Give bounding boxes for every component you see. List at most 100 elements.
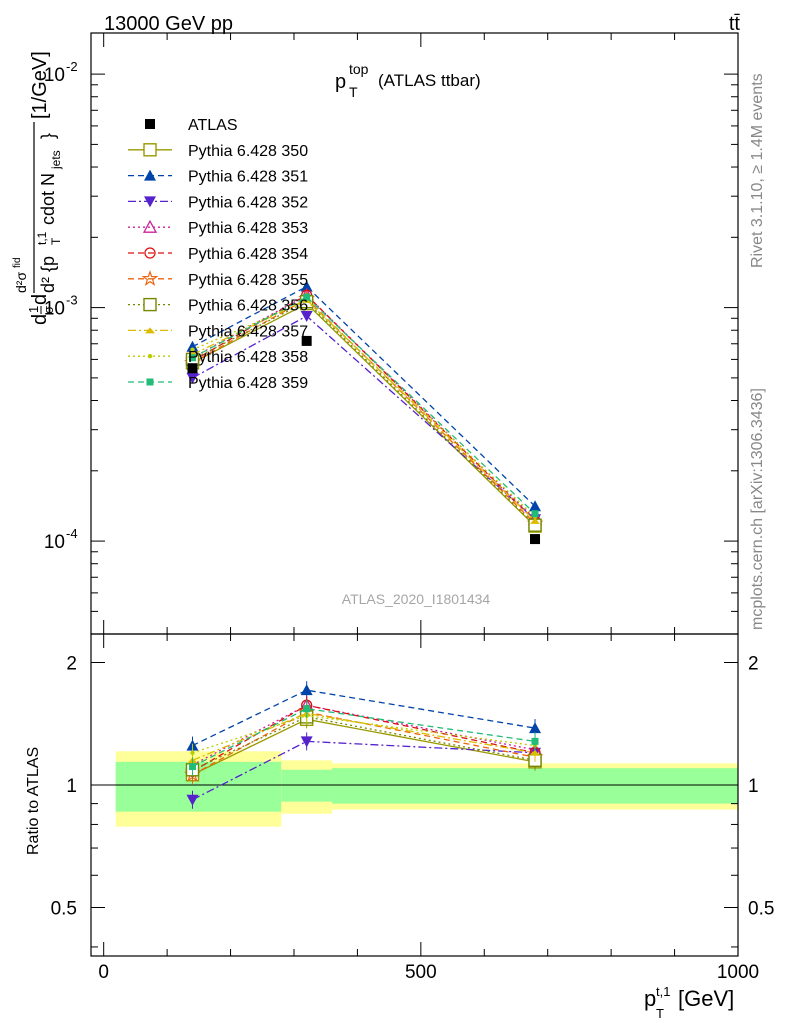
y-tick-label: 10 — [44, 532, 65, 553]
main-series-point — [186, 372, 199, 384]
plot-title-rest: (ATLAS ttbar) — [378, 71, 481, 90]
svg-text:p: p — [644, 986, 656, 1011]
legend-label: Pythia 6.428 352 — [188, 194, 308, 211]
analysis-id: ATLAS_2020_I1801434 — [342, 591, 491, 607]
legend-marker — [142, 219, 158, 233]
legend-marker — [145, 327, 155, 334]
main-series-point — [531, 510, 539, 518]
ratio-y-tick-label-right: 0.5 — [748, 898, 774, 919]
legend-marker — [141, 269, 159, 286]
plot-title-sub: T — [349, 84, 358, 100]
x-tick-label: 500 — [405, 962, 437, 983]
legend-label: ATLAS — [188, 117, 238, 134]
svg-text:σ: σ — [41, 306, 56, 314]
svg-text:d: d — [29, 314, 51, 325]
data-point — [530, 534, 541, 545]
main-series-line — [192, 296, 536, 515]
mcplots-label: mcplots.cern.ch [arXiv:1306.3436] — [749, 388, 766, 630]
ratio-y-tick-label: 1 — [66, 776, 77, 797]
svg-text:t,1: t,1 — [35, 231, 49, 245]
svg-text:}: } — [38, 133, 58, 139]
plot-title-main: p — [335, 71, 346, 93]
uncertainty-band-inner — [281, 769, 333, 802]
plot-title: p — [335, 71, 346, 93]
main-series-point — [188, 354, 196, 362]
rivet-label: Rivet 3.1.10, ≥ 1.4M events — [749, 73, 766, 268]
legend-marker — [144, 196, 156, 208]
main-axes: 10-410-310-2 — [44, 33, 739, 635]
y-tick-label: 10 — [44, 65, 65, 86]
x-tick-label: 1000 — [717, 962, 759, 983]
legend-label: Pythia 6.428 359 — [188, 375, 308, 392]
ratio-series-point — [188, 763, 196, 771]
ratio-series-point — [531, 737, 539, 745]
legend-label: Pythia 6.428 358 — [188, 349, 308, 366]
main-ylabel: d 1 σ d d²σ fid d² {p t,1 T cdot N jets … — [12, 51, 63, 325]
main-plot-content — [184, 280, 544, 545]
legend-label: Pythia 6.428 353 — [188, 220, 308, 237]
legend: ATLAS Pythia 6.428 350 Pythia 6.428 351 Pyt… — [128, 117, 308, 392]
ratio-y-tick-label: 0.5 — [51, 898, 77, 919]
ratio-series-point — [300, 736, 313, 748]
ratio-axes: 0.5 0.5 1 1 2 2 0 500 1000 — [51, 634, 774, 983]
svg-text:cdot N: cdot N — [38, 173, 58, 225]
svg-text:d²σ: d²σ — [13, 272, 29, 293]
main-series-line — [192, 299, 536, 518]
ratio-series-point — [186, 794, 199, 806]
ratio-series-point — [529, 722, 542, 734]
y-tick-label: 10 — [44, 299, 65, 320]
legend-marker — [144, 247, 156, 259]
legend-label: Pythia 6.428 355 — [188, 272, 308, 289]
main-series-line — [192, 315, 536, 520]
legend-label: Pythia 6.428 357 — [188, 323, 308, 340]
ratio-plot: 0.5 0.5 1 1 2 2 0 500 1000 — [51, 633, 774, 983]
svg-text:t,1: t,1 — [656, 984, 670, 999]
legend-marker — [146, 378, 154, 386]
legend-marker — [143, 297, 157, 312]
energy-label: 13000 GeV pp — [104, 13, 233, 35]
data-point — [301, 335, 312, 346]
main-series-point — [529, 500, 542, 512]
data-point — [187, 363, 198, 374]
plot-title-sup: top — [349, 61, 369, 77]
main-series-point — [303, 293, 311, 301]
svg-text:jets: jets — [49, 150, 63, 170]
x-tick-label: 0 — [98, 962, 109, 983]
y-tick-label-exponent: -2 — [66, 59, 78, 74]
process-label: tt̄ — [729, 13, 741, 35]
main-series-point — [530, 517, 541, 524]
main-series-line — [192, 300, 536, 526]
ratio-series-point — [190, 750, 195, 755]
main-series-point — [190, 347, 195, 352]
x-axis-label: p t,1 T [GeV] — [644, 984, 734, 1021]
svg-text:d² {p: d² {p — [38, 256, 58, 293]
svg-text:[GeV]: [GeV] — [678, 986, 734, 1011]
ratio-plot-frame — [90, 633, 739, 957]
legend-data-marker — [145, 119, 155, 129]
svg-text:fid: fid — [12, 257, 23, 268]
main-plot: 10-410-310-2 p top T (ATLAS ttbar) ATLAS… — [44, 32, 739, 635]
svg-text:1: 1 — [26, 306, 41, 313]
svg-text:T: T — [49, 237, 63, 245]
ratio-series-point — [300, 684, 313, 696]
legend-label: Pythia 6.428 350 — [188, 143, 308, 160]
ratio-series-line — [192, 708, 536, 768]
legend-marker — [144, 169, 156, 181]
ratio-y-tick-label: 2 — [66, 654, 77, 675]
legend-marker — [143, 143, 157, 157]
ratio-plot-content — [91, 681, 738, 827]
main-series-point — [300, 311, 313, 323]
svg-text:[1/GeV]: [1/GeV] — [29, 51, 51, 119]
main-series-line — [192, 299, 536, 522]
ratio-y-tick-label-right: 2 — [748, 654, 759, 675]
legend-marker — [147, 354, 153, 359]
uncertainty-band-inner — [332, 768, 738, 804]
legend-label: Pythia 6.428 351 — [188, 169, 308, 186]
main-series-point — [186, 340, 199, 352]
legend-label: Pythia 6.428 356 — [188, 298, 308, 315]
main-series-line — [192, 285, 536, 507]
legend-label: Pythia 6.428 354 — [188, 246, 308, 263]
svg-text:T: T — [656, 1006, 664, 1021]
y-tick-label-exponent: -4 — [66, 526, 78, 541]
